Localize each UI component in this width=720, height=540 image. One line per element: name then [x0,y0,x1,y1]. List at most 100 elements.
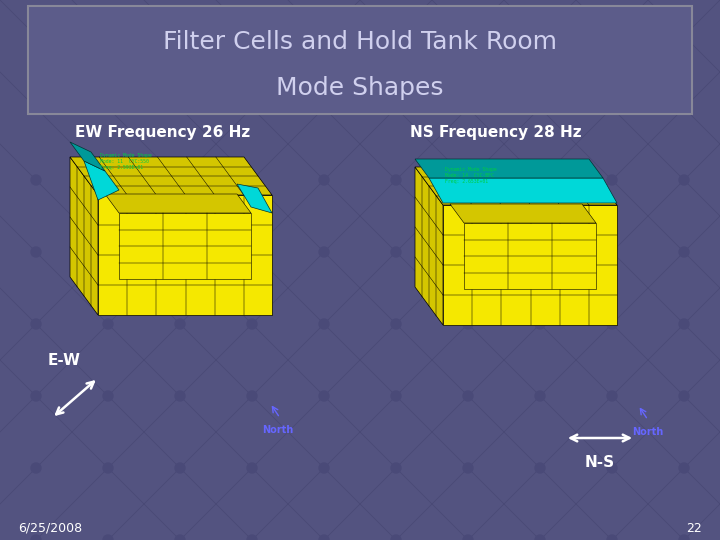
Circle shape [103,319,113,329]
Circle shape [31,535,41,540]
Text: EW Frequency 26 Hz: EW Frequency 26 Hz [75,125,251,139]
Circle shape [535,319,545,329]
Circle shape [103,31,113,41]
Polygon shape [415,167,443,325]
Bar [28,6,692,114]
Text: E-W: E-W [48,353,81,368]
Circle shape [319,319,329,329]
Polygon shape [429,178,617,203]
Circle shape [679,31,689,41]
Polygon shape [70,142,105,171]
Circle shape [175,31,185,41]
Circle shape [319,103,329,113]
Circle shape [463,103,473,113]
Polygon shape [84,161,119,200]
Polygon shape [237,184,272,213]
Circle shape [103,103,113,113]
Text: Dynamic Mode Shape
Mode: 14  CYC:BFC
Freq: 2.653E+01: Dynamic Mode Shape Mode: 14 CYC:BFC Freq… [445,167,497,184]
Text: North: North [632,427,664,437]
Circle shape [463,391,473,401]
Circle shape [535,463,545,473]
Circle shape [319,31,329,41]
Circle shape [103,463,113,473]
Circle shape [247,391,257,401]
Text: 6/25/2008: 6/25/2008 [18,522,82,535]
Circle shape [391,535,401,540]
Polygon shape [415,159,603,178]
Circle shape [31,175,41,185]
Circle shape [535,103,545,113]
Circle shape [607,319,617,329]
Circle shape [607,31,617,41]
Circle shape [247,175,257,185]
Circle shape [607,247,617,257]
Circle shape [103,535,113,540]
Circle shape [319,247,329,257]
Polygon shape [98,195,272,315]
Circle shape [247,103,257,113]
Circle shape [103,175,113,185]
Polygon shape [415,167,617,205]
Circle shape [175,463,185,473]
Text: 22: 22 [686,522,702,535]
Circle shape [535,535,545,540]
Circle shape [175,535,185,540]
Circle shape [463,31,473,41]
Circle shape [679,247,689,257]
Circle shape [31,31,41,41]
Circle shape [31,103,41,113]
Circle shape [391,319,401,329]
Circle shape [391,463,401,473]
Polygon shape [105,194,251,213]
Circle shape [607,463,617,473]
Circle shape [535,175,545,185]
Circle shape [247,463,257,473]
Polygon shape [443,205,617,325]
Text: NS Frequency 28 Hz: NS Frequency 28 Hz [410,125,582,139]
Circle shape [391,391,401,401]
Text: Mode Shapes: Mode Shapes [276,76,444,100]
Circle shape [679,175,689,185]
Circle shape [31,319,41,329]
Polygon shape [464,223,596,289]
Circle shape [391,31,401,41]
Text: N-S: N-S [585,455,615,470]
Circle shape [463,319,473,329]
Circle shape [391,247,401,257]
Polygon shape [119,213,251,279]
Circle shape [175,319,185,329]
Circle shape [463,175,473,185]
Circle shape [319,535,329,540]
Circle shape [103,391,113,401]
Circle shape [391,175,401,185]
Circle shape [607,175,617,185]
Circle shape [463,463,473,473]
Circle shape [31,391,41,401]
Circle shape [175,247,185,257]
Circle shape [175,391,185,401]
Circle shape [679,535,689,540]
Circle shape [679,319,689,329]
Circle shape [463,247,473,257]
Circle shape [679,391,689,401]
Text: North: North [262,425,294,435]
Circle shape [535,391,545,401]
Circle shape [247,31,257,41]
Circle shape [463,535,473,540]
Circle shape [607,103,617,113]
Circle shape [319,391,329,401]
Circle shape [679,463,689,473]
Circle shape [679,103,689,113]
Circle shape [103,247,113,257]
Circle shape [607,391,617,401]
Circle shape [391,103,401,113]
Circle shape [31,247,41,257]
Circle shape [247,247,257,257]
Circle shape [175,175,185,185]
Circle shape [247,535,257,540]
Circle shape [607,535,617,540]
Text: Filter Cells and Hold Tank Room: Filter Cells and Hold Tank Room [163,30,557,54]
Circle shape [247,319,257,329]
Circle shape [319,175,329,185]
Polygon shape [450,204,596,223]
